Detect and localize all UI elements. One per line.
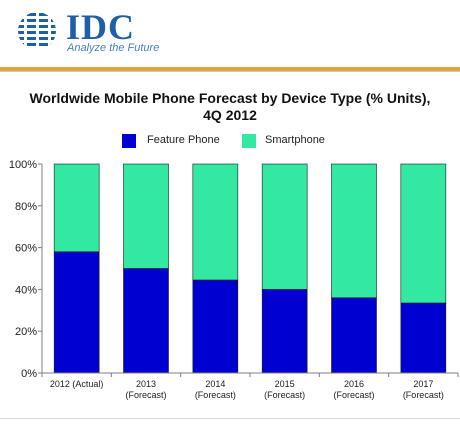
x-axis: 2012 (Actual) 2013(Forecast)2014(Forecast… bbox=[41, 372, 459, 400]
x-tick-label: 2013 bbox=[136, 379, 156, 389]
chart-title: Worldwide Mobile Phone Forecast by Devic… bbox=[0, 90, 460, 124]
y-tick-label: 0% bbox=[21, 368, 37, 380]
bar-feature-phone bbox=[331, 297, 377, 374]
y-axis: 0% 20% 40% 60% 80% 100% bbox=[9, 159, 43, 380]
x-tick-label: 2012 (Actual) bbox=[50, 379, 104, 389]
bar-smartphone bbox=[261, 163, 308, 290]
idc-logo-text: IDC bbox=[66, 7, 136, 47]
y-tick-label: 20% bbox=[15, 326, 37, 338]
bar-feature-phone bbox=[400, 302, 447, 374]
legend-label-feature-phone: Feature Phone bbox=[147, 134, 220, 146]
x-tick-label: 2014 bbox=[205, 379, 225, 389]
x-tick-label: (Forecast) bbox=[125, 390, 166, 400]
x-tick-label: (Forecast) bbox=[333, 390, 374, 400]
x-tick-label: 2015 bbox=[275, 379, 295, 389]
legend-swatch-smartphone bbox=[242, 134, 256, 148]
idc-tagline: Analyze the Future bbox=[67, 42, 160, 54]
y-tick-label: 40% bbox=[15, 284, 37, 296]
idc-globe-logo-icon bbox=[18, 12, 56, 50]
y-tick-label: 80% bbox=[15, 201, 37, 213]
legend-swatch-feature-phone bbox=[122, 134, 136, 148]
header-accent-rule bbox=[0, 67, 460, 71]
chart-title-line-2: 4Q 2012 bbox=[203, 107, 257, 123]
y-tick-label: 100% bbox=[9, 159, 37, 171]
bar-feature-phone bbox=[261, 289, 308, 374]
x-tick-label: (Forecast) bbox=[195, 390, 236, 400]
bar-smartphone bbox=[192, 163, 239, 281]
header-divider bbox=[0, 71, 460, 72]
bar-feature-phone bbox=[192, 279, 239, 374]
bar-smartphone bbox=[53, 163, 100, 253]
x-tick-label: 2016 bbox=[344, 379, 364, 389]
bar-feature-phone bbox=[53, 251, 100, 374]
bar-feature-phone bbox=[123, 268, 169, 374]
x-tick-label: (Forecast) bbox=[403, 390, 444, 400]
bar-series bbox=[53, 163, 447, 374]
footer-divider bbox=[0, 418, 460, 419]
chart-title-line-1: Worldwide Mobile Phone Forecast by Devic… bbox=[29, 90, 431, 106]
y-tick-label: 60% bbox=[15, 243, 37, 255]
legend-label-smartphone: Smartphone bbox=[265, 134, 325, 146]
bar-smartphone bbox=[331, 163, 377, 299]
x-tick-label: (Forecast) bbox=[264, 390, 305, 400]
bar-smartphone bbox=[400, 163, 447, 304]
bar-smartphone bbox=[123, 163, 169, 269]
chart-legend: Feature Phone Smartphone bbox=[0, 133, 460, 149]
x-tick-label: 2017 bbox=[413, 379, 433, 389]
idc-header: IDC Analyze the Future bbox=[0, 0, 460, 64]
